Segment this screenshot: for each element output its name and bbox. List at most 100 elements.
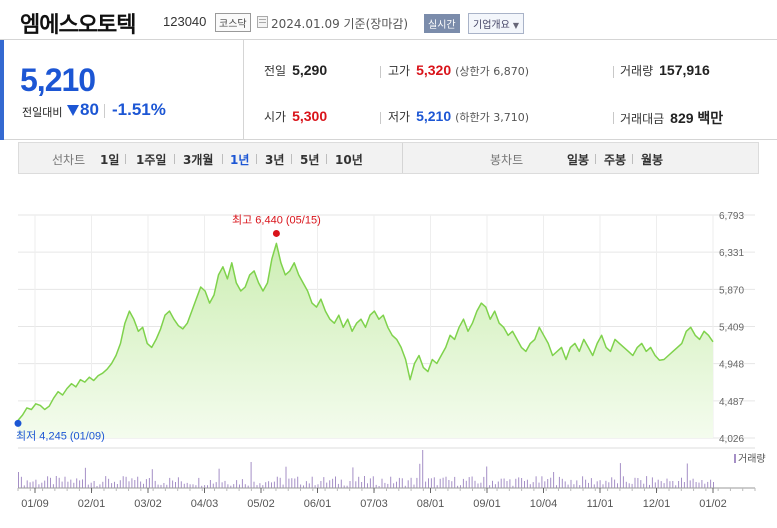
volume-bar (195, 485, 197, 488)
divider (595, 154, 596, 164)
volume-bar (433, 477, 435, 488)
volume-bar (593, 484, 595, 488)
volume-bar (204, 485, 206, 488)
volume-bar (407, 480, 409, 488)
volume-bar (35, 479, 37, 488)
volume-bar (678, 481, 680, 488)
volume-bar (649, 484, 650, 488)
x-tick-label: 01/02 (699, 498, 727, 510)
volume-bar (631, 483, 633, 488)
volume-bar (67, 481, 69, 488)
volume-bar (608, 482, 610, 488)
company-overview-button[interactable]: 기업개요 ▼ (468, 13, 524, 34)
volume-bar (524, 481, 525, 488)
volume-bar (468, 477, 470, 488)
volume-bar (457, 485, 459, 488)
volume-bar (317, 484, 319, 488)
volume-bar (233, 484, 235, 488)
volume-bar (596, 481, 598, 488)
x-tick-label: 08/01 (417, 498, 445, 510)
live-badge[interactable]: 실시간 (424, 14, 460, 33)
tab-1d[interactable]: 1일 (100, 153, 120, 167)
volume-bar (291, 478, 293, 488)
volume-bar (247, 485, 249, 488)
volume-bar (52, 484, 54, 488)
y-tick-label: 4,026 (719, 434, 744, 445)
volume-bar (428, 478, 429, 488)
volume-bar (582, 476, 584, 488)
volume-bar (326, 482, 328, 488)
volume-bar (436, 485, 438, 488)
volume-bar (305, 481, 307, 488)
volume-bar (611, 477, 613, 488)
volume-bar (308, 483, 310, 488)
tab-monthly[interactable]: 월봉 (641, 153, 664, 167)
tab-1y[interactable]: 1년 (230, 153, 250, 167)
tab-3y[interactable]: 3년 (265, 153, 285, 167)
volume-bar (172, 480, 174, 488)
volume-bar (55, 476, 57, 488)
stat-prev-close: 전일 5,290 (264, 62, 327, 79)
volume-bar (497, 481, 499, 488)
x-tick-label: 12/01 (643, 498, 671, 510)
volume-bar (230, 485, 232, 488)
divider (174, 154, 175, 164)
volume-bar (605, 480, 607, 488)
tab-daily[interactable]: 일봉 (567, 153, 590, 167)
volume-bar (483, 476, 485, 488)
volume-bar (372, 476, 374, 488)
x-tick-label: 11/01 (587, 498, 614, 510)
volume-bar (381, 478, 383, 488)
line-chart-label: 선차트 (52, 153, 86, 167)
volume-bar (93, 481, 95, 488)
volume-bar (352, 467, 354, 488)
volume-bar (707, 481, 709, 488)
volume-bar (134, 480, 136, 488)
volume-bar (300, 484, 302, 488)
volume-bar (460, 485, 461, 488)
tab-3m[interactable]: 3개월 (183, 153, 214, 167)
stat-upper-limit: (상한가 6,870) (455, 65, 530, 78)
volume-bar (323, 477, 325, 488)
volume-bar (369, 478, 371, 488)
volume-bar (564, 481, 566, 488)
volume-bar (550, 477, 552, 488)
volume-bar (398, 477, 400, 488)
volume-bar (384, 482, 386, 488)
volume-bar (602, 484, 604, 488)
divider (613, 112, 614, 124)
volume-bar (256, 485, 258, 488)
stock-code: 123040 (163, 14, 207, 29)
volume-bar (503, 478, 505, 488)
tab-weekly[interactable]: 주봉 (604, 153, 627, 167)
volume-bar (660, 481, 662, 488)
volume-bar (154, 480, 156, 488)
stock-name: 엠에스오토텍 (20, 13, 136, 38)
divider (256, 154, 257, 164)
volume-bar (18, 472, 19, 488)
volume-bar (422, 450, 424, 488)
volume-bar (32, 481, 34, 488)
volume-bar (637, 478, 639, 488)
volume-bar (538, 482, 540, 488)
tab-5y[interactable]: 5년 (300, 153, 320, 167)
tab-10y[interactable]: 10년 (335, 153, 363, 167)
volume-bar (337, 483, 339, 488)
divider (104, 104, 105, 118)
volume-bar (268, 481, 270, 488)
volume-bar (131, 478, 133, 488)
volume-bar (343, 485, 345, 488)
x-tick-label: 03/02 (134, 498, 162, 510)
volume-bar (320, 481, 322, 488)
volume-bar (529, 484, 531, 488)
volume-bar (265, 482, 267, 488)
volume-bar (137, 476, 139, 488)
down-arrow-icon (67, 105, 79, 116)
volume-bar (73, 482, 75, 488)
volume-bar (29, 482, 31, 488)
volume-bar (241, 479, 243, 488)
divider (380, 66, 381, 78)
change-label: 전일대비 (22, 106, 63, 119)
tab-1w[interactable]: 1주일 (136, 153, 167, 167)
x-tick-label: 01/09 (21, 498, 49, 510)
